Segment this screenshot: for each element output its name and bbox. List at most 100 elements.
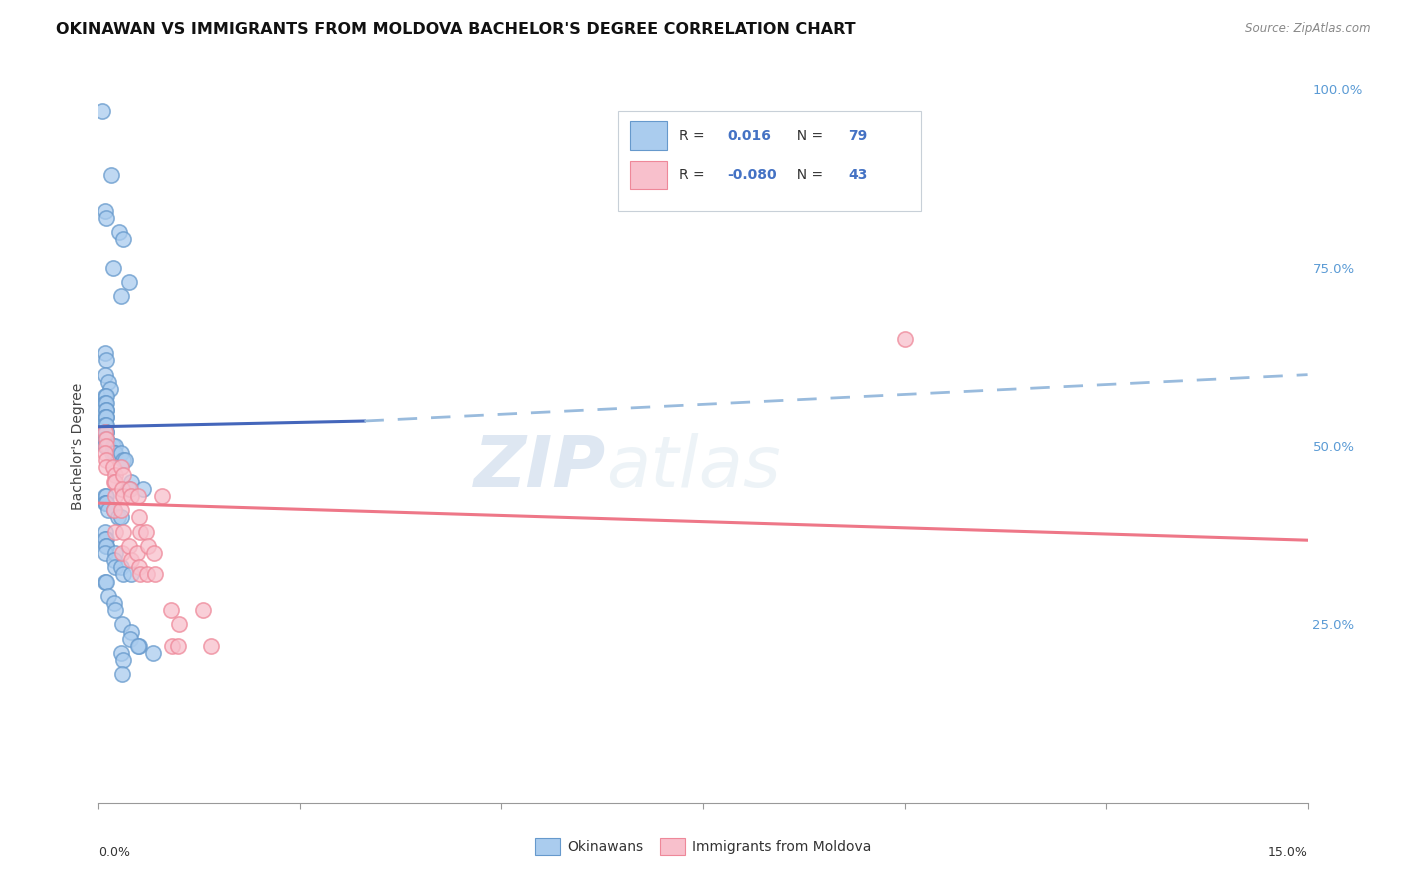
Point bbox=[103, 603, 125, 617]
Point bbox=[112, 653, 135, 667]
Text: atlas: atlas bbox=[606, 433, 780, 502]
Point bbox=[167, 617, 190, 632]
Point bbox=[96, 496, 118, 510]
Point bbox=[97, 439, 120, 453]
Point bbox=[94, 410, 117, 425]
FancyBboxPatch shape bbox=[619, 111, 921, 211]
Point bbox=[104, 446, 127, 460]
Point bbox=[94, 489, 117, 503]
Text: N =: N = bbox=[787, 128, 827, 143]
Point bbox=[94, 425, 117, 439]
Point bbox=[101, 460, 124, 475]
Point bbox=[110, 446, 132, 460]
FancyBboxPatch shape bbox=[630, 161, 666, 189]
Point bbox=[103, 439, 125, 453]
Point bbox=[150, 489, 173, 503]
Point bbox=[94, 410, 117, 425]
Text: 15.0%: 15.0% bbox=[1268, 846, 1308, 859]
Point bbox=[94, 368, 117, 382]
Point bbox=[94, 396, 117, 410]
Point bbox=[94, 425, 117, 439]
Point bbox=[111, 567, 134, 582]
Point bbox=[94, 432, 117, 446]
Point bbox=[94, 496, 117, 510]
Text: Source: ZipAtlas.com: Source: ZipAtlas.com bbox=[1246, 22, 1371, 36]
Point bbox=[94, 432, 117, 446]
Point bbox=[94, 546, 117, 560]
Point bbox=[111, 617, 134, 632]
Text: 0.016: 0.016 bbox=[727, 128, 770, 143]
Point bbox=[120, 567, 142, 582]
Point bbox=[94, 532, 117, 546]
Point bbox=[110, 503, 132, 517]
Point bbox=[96, 539, 118, 553]
Text: 43: 43 bbox=[848, 168, 868, 182]
Point bbox=[94, 203, 117, 218]
Point bbox=[94, 446, 117, 460]
Point bbox=[98, 382, 121, 396]
Point bbox=[104, 560, 127, 574]
Point bbox=[128, 524, 150, 539]
Point bbox=[103, 553, 125, 567]
Point bbox=[111, 667, 134, 681]
Point bbox=[97, 503, 120, 517]
Point bbox=[96, 425, 118, 439]
Point bbox=[112, 489, 135, 503]
Point bbox=[121, 553, 143, 567]
Point bbox=[96, 532, 118, 546]
Point bbox=[94, 403, 117, 417]
Point bbox=[101, 260, 124, 275]
Point bbox=[142, 646, 165, 660]
Text: R =: R = bbox=[679, 128, 709, 143]
Point bbox=[96, 439, 118, 453]
Text: R =: R = bbox=[679, 168, 709, 182]
Point bbox=[114, 453, 136, 467]
Point bbox=[111, 482, 134, 496]
Point bbox=[103, 475, 125, 489]
Point bbox=[103, 503, 125, 517]
Point bbox=[167, 639, 190, 653]
Point bbox=[96, 353, 118, 368]
Point bbox=[96, 396, 118, 410]
Point bbox=[127, 639, 149, 653]
Point bbox=[94, 417, 117, 432]
Point bbox=[94, 574, 117, 589]
Point bbox=[893, 332, 915, 346]
Point bbox=[160, 603, 183, 617]
Point bbox=[94, 574, 117, 589]
Point bbox=[112, 453, 135, 467]
Point bbox=[111, 467, 134, 482]
Point bbox=[103, 546, 125, 560]
Point bbox=[110, 510, 132, 524]
Point bbox=[110, 560, 132, 574]
FancyBboxPatch shape bbox=[630, 121, 666, 150]
Y-axis label: Bachelor's Degree: Bachelor's Degree bbox=[70, 383, 84, 509]
Point bbox=[120, 475, 142, 489]
Point bbox=[118, 482, 141, 496]
Point bbox=[91, 103, 114, 118]
Point bbox=[94, 489, 117, 503]
Text: ZIP: ZIP bbox=[474, 433, 606, 502]
Point bbox=[110, 289, 132, 303]
Point bbox=[94, 417, 117, 432]
Point bbox=[118, 632, 141, 646]
Point bbox=[96, 211, 118, 225]
Point bbox=[135, 567, 157, 582]
Point bbox=[128, 560, 150, 574]
Point bbox=[94, 432, 117, 446]
Point bbox=[94, 439, 117, 453]
Point bbox=[103, 503, 125, 517]
Point bbox=[96, 432, 118, 446]
Point bbox=[94, 453, 117, 467]
Point bbox=[97, 589, 120, 603]
Point bbox=[94, 389, 117, 403]
Point bbox=[101, 439, 124, 453]
Point bbox=[96, 410, 118, 425]
Text: N =: N = bbox=[787, 168, 827, 182]
Point bbox=[118, 482, 141, 496]
Point bbox=[135, 524, 157, 539]
Point bbox=[143, 546, 166, 560]
Text: 0.0%: 0.0% bbox=[98, 846, 131, 859]
Point bbox=[104, 524, 127, 539]
Point bbox=[136, 539, 159, 553]
